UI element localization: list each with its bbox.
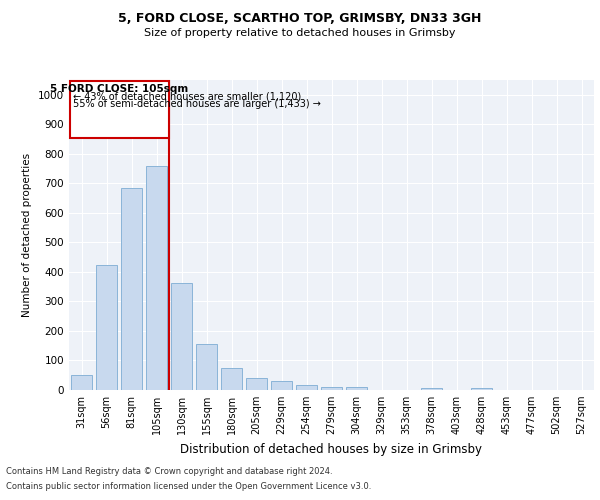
Bar — [70, 82, 169, 138]
Bar — [346, 387, 367, 390]
Bar — [471, 388, 492, 390]
Bar — [271, 381, 292, 390]
Text: 5, FORD CLOSE, SCARTHO TOP, GRIMSBY, DN33 3GH: 5, FORD CLOSE, SCARTHO TOP, GRIMSBY, DN3… — [118, 12, 482, 26]
Text: Contains public sector information licensed under the Open Government Licence v3: Contains public sector information licen… — [6, 482, 371, 491]
Bar — [321, 387, 342, 390]
Text: Size of property relative to detached houses in Grimsby: Size of property relative to detached ho… — [144, 28, 456, 38]
Text: 55% of semi-detached houses are larger (1,433) →: 55% of semi-detached houses are larger (… — [73, 100, 320, 110]
Bar — [296, 384, 317, 390]
Bar — [121, 188, 142, 390]
Bar — [196, 344, 217, 390]
X-axis label: Distribution of detached houses by size in Grimsby: Distribution of detached houses by size … — [181, 442, 482, 456]
Bar — [421, 388, 442, 390]
Bar — [246, 378, 267, 390]
Bar — [171, 283, 192, 390]
Bar — [146, 166, 167, 390]
Y-axis label: Number of detached properties: Number of detached properties — [22, 153, 32, 317]
Text: Contains HM Land Registry data © Crown copyright and database right 2024.: Contains HM Land Registry data © Crown c… — [6, 467, 332, 476]
Text: ← 43% of detached houses are smaller (1,120): ← 43% of detached houses are smaller (1,… — [73, 92, 301, 102]
Bar — [96, 264, 117, 390]
Bar — [221, 368, 242, 390]
Text: 5 FORD CLOSE: 105sqm: 5 FORD CLOSE: 105sqm — [50, 84, 189, 94]
Bar — [71, 375, 92, 390]
